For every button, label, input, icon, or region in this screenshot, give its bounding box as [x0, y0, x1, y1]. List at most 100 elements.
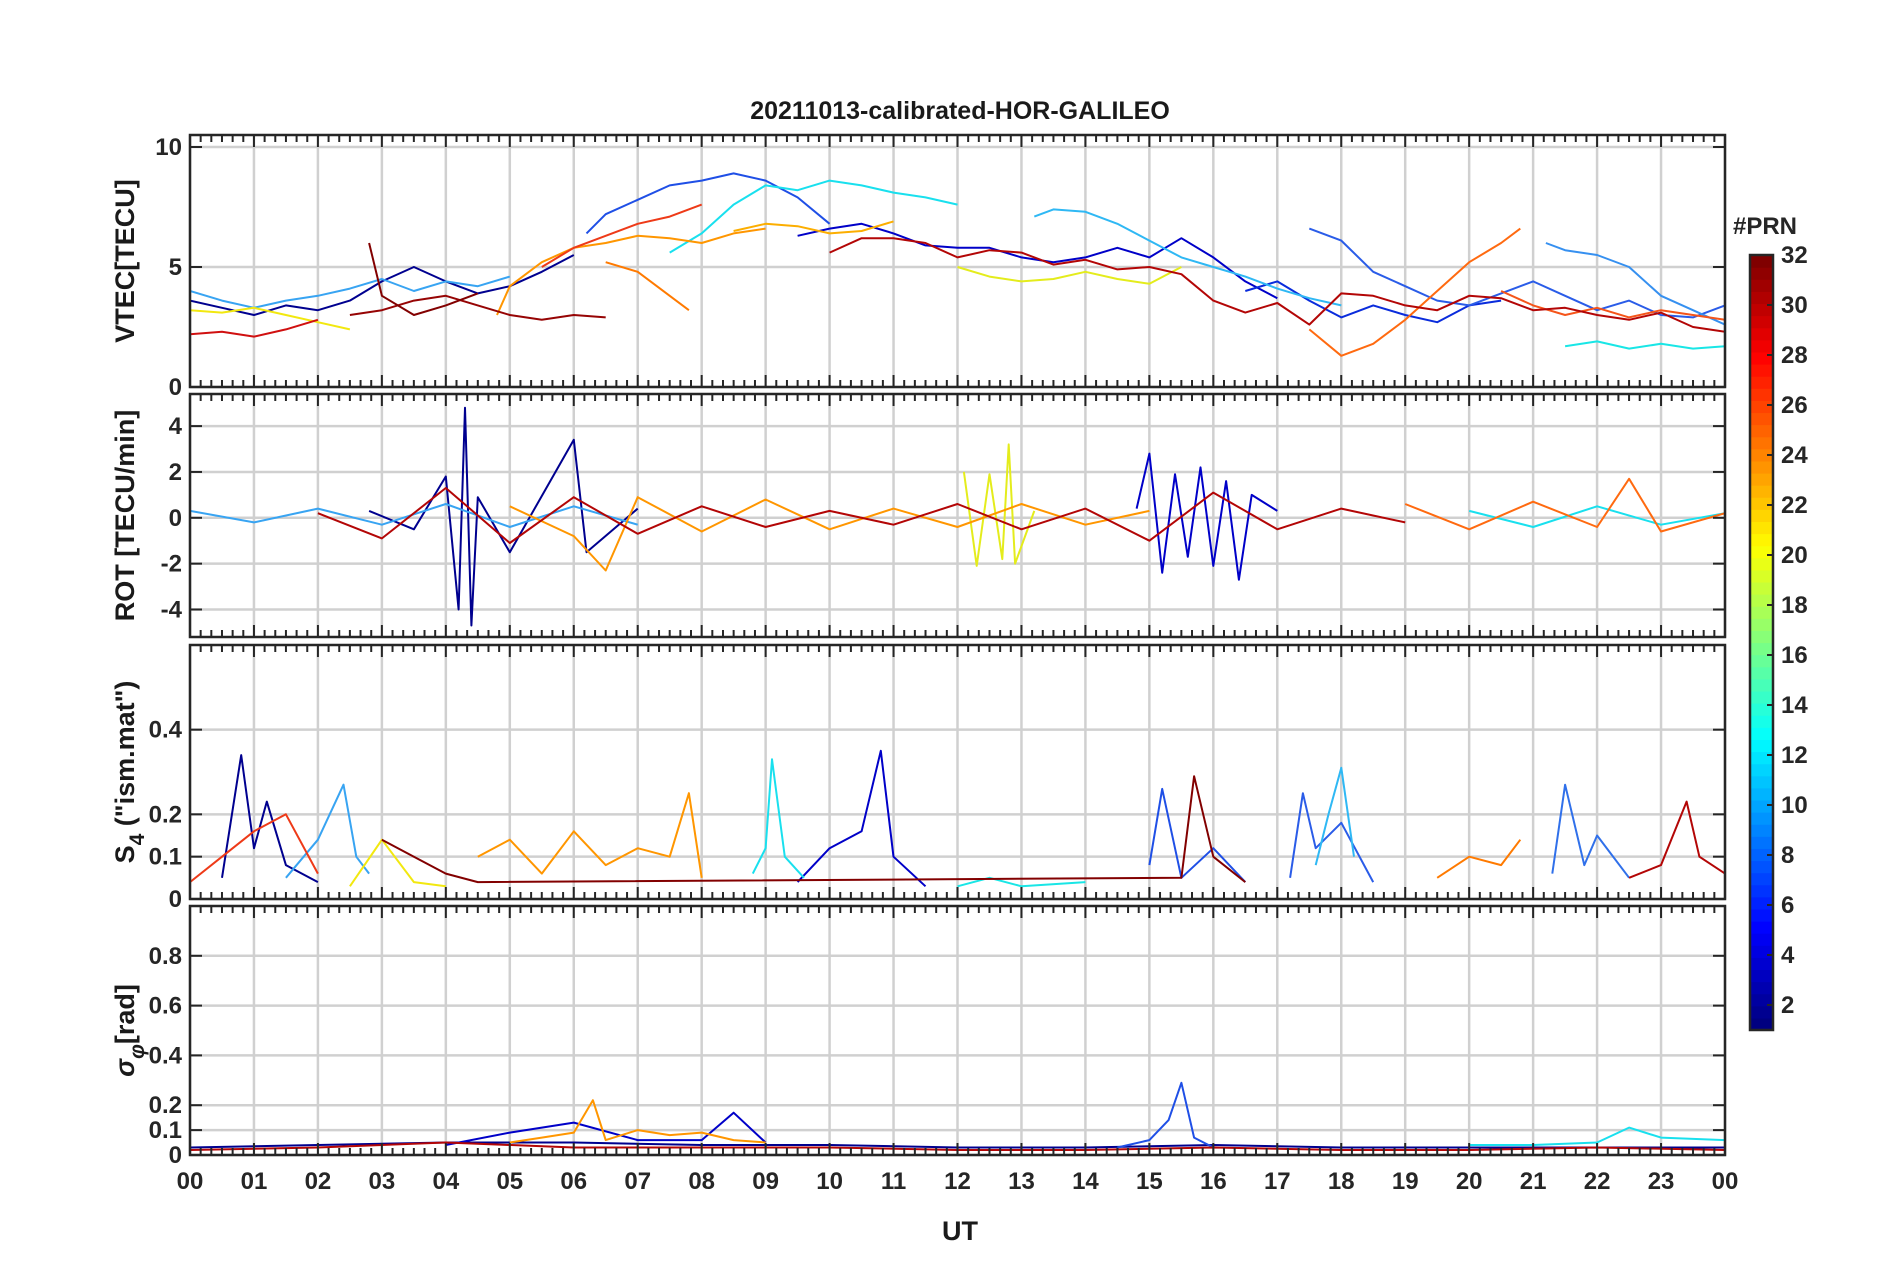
series-line-prn-29 — [190, 318, 319, 338]
colorbar-segment — [1750, 993, 1773, 1007]
x-tick-label: 13 — [1008, 1168, 1035, 1195]
y-tick-label: 10 — [155, 134, 182, 161]
colorbar-segment — [1750, 933, 1773, 946]
colorbar-segment — [1750, 666, 1773, 680]
x-tick-label: 04 — [432, 1168, 459, 1195]
x-tick-label: 14 — [1072, 1168, 1099, 1195]
y-tick-label: 0 — [169, 1142, 182, 1169]
colorbar-segment — [1750, 497, 1773, 510]
y-tick-label: -2 — [161, 551, 182, 578]
series-line-prn-26 — [1500, 290, 1725, 321]
series-line-prn-5 — [585, 172, 831, 235]
series-line-prn-22 — [733, 220, 894, 235]
series-line-prn-32 — [381, 775, 1246, 884]
series-group — [190, 172, 1725, 357]
x-tick-label: 15 — [1136, 1168, 1163, 1195]
x-tick-label: 19 — [1392, 1168, 1419, 1195]
colorbar-segment — [1750, 594, 1773, 607]
colorbar-segment — [1750, 448, 1773, 462]
colorbar-segment — [1750, 363, 1773, 377]
colorbar-segment — [1750, 509, 1773, 523]
axes-frame — [188, 392, 1727, 639]
colorbar-segment — [1750, 327, 1773, 341]
x-tick-label: 22 — [1584, 1168, 1611, 1195]
series-line-prn-19 — [957, 266, 1182, 285]
series-line-prn-30 — [317, 487, 1406, 544]
colorbar-segment — [1750, 654, 1773, 668]
colorbar-segment — [1750, 763, 1773, 777]
colorbar-segment — [1750, 303, 1773, 317]
x-tick-label: 06 — [560, 1168, 587, 1195]
colorbar-tick-label: 18 — [1781, 592, 1808, 619]
y-axis-label: S4 ("ism.mat") — [110, 681, 149, 864]
y-tick-label: 0.4 — [149, 1042, 183, 1069]
x-tick-label: 05 — [496, 1168, 523, 1195]
colorbar-segment — [1750, 618, 1773, 631]
x-tick-label: 23 — [1648, 1168, 1675, 1195]
y-tick-label: 5 — [169, 254, 182, 281]
series-line-prn-23 — [496, 227, 766, 316]
x-tick-label: 21 — [1520, 1168, 1547, 1195]
series-line-prn-31 — [349, 294, 606, 321]
colorbar-segment — [1750, 485, 1773, 498]
colorbar-segment — [1750, 351, 1773, 365]
colorbar-segment — [1750, 376, 1773, 389]
x-tick-label: 00 — [1712, 1168, 1739, 1195]
series-line-prn-23 — [509, 496, 1150, 572]
series-line-prn-13 — [1564, 340, 1725, 350]
series-line-prn-5 — [1117, 1081, 1214, 1149]
series-line-prn-24 — [605, 261, 690, 312]
colorbar-segment — [1750, 981, 1773, 995]
panel-1: 0 5 10 VTEC[TECU] — [110, 133, 1727, 401]
axes-frame — [188, 643, 1727, 901]
x-axis-label: UT — [942, 1216, 978, 1246]
series-line-prn-1 — [221, 754, 319, 883]
colorbar-segment — [1750, 400, 1773, 414]
colorbar-segment — [1750, 630, 1773, 644]
colorbar-tick-label: 2 — [1781, 992, 1794, 1019]
series-line-prn-27 — [541, 203, 703, 268]
colorbar-segment — [1750, 884, 1773, 898]
colorbar-segment — [1750, 642, 1773, 656]
series-line-prn-2 — [445, 1111, 767, 1146]
series-line-prn-6 — [1308, 227, 1725, 319]
series-line-prn-25 — [1404, 477, 1725, 533]
y-tick-label: 0.2 — [149, 801, 182, 828]
y-axis-label: σφ[rad] — [110, 984, 149, 1077]
series-line-prn-27 — [190, 813, 319, 883]
colorbar-tick-label: 14 — [1781, 692, 1808, 719]
series-line-prn-32 — [368, 242, 479, 316]
x-tick-label: 07 — [624, 1168, 651, 1195]
axes-frame — [188, 133, 1727, 389]
colorbar-segment — [1750, 799, 1773, 813]
y-tick-label: 0.8 — [149, 943, 182, 970]
colorbar-segment — [1750, 775, 1773, 789]
colorbar-segment — [1750, 521, 1773, 535]
x-tick-label: 10 — [816, 1168, 843, 1195]
colorbar-segment — [1750, 1005, 1773, 1019]
colorbar-segment — [1750, 569, 1773, 583]
colorbar-frame — [1748, 253, 1775, 1032]
colorbar-segment — [1750, 703, 1773, 716]
colorbar-tick-label: 12 — [1781, 742, 1808, 769]
series-line-prn-8 — [1545, 242, 1725, 326]
colorbar-segment — [1750, 557, 1773, 571]
colorbar-segment — [1750, 388, 1773, 401]
colorbar-segment — [1750, 690, 1773, 704]
y-axis-label: VTEC[TECU] — [110, 179, 140, 343]
colorbar-tick-label: 24 — [1781, 442, 1808, 469]
colorbar-segment — [1750, 945, 1773, 958]
series-line-prn-13 — [957, 876, 1086, 888]
colorbar-segment — [1750, 957, 1773, 971]
colorbar-tick-label: 28 — [1781, 342, 1808, 369]
series-line-prn-12 — [751, 758, 805, 879]
colorbar-tick-label: 16 — [1781, 642, 1808, 669]
colorbar-segment — [1750, 581, 1773, 595]
chart-title: 20211013-calibrated-HOR-GALILEO — [750, 97, 1170, 125]
colorbar-segment — [1750, 969, 1773, 983]
colorbar-tick-label: 4 — [1781, 942, 1795, 969]
colorbar-tick-label: 32 — [1781, 242, 1808, 269]
panel-4: 00.10.2 0.4 0.6 0.8σφ[rad] — [110, 904, 1727, 1169]
axes-frame — [188, 904, 1727, 1157]
